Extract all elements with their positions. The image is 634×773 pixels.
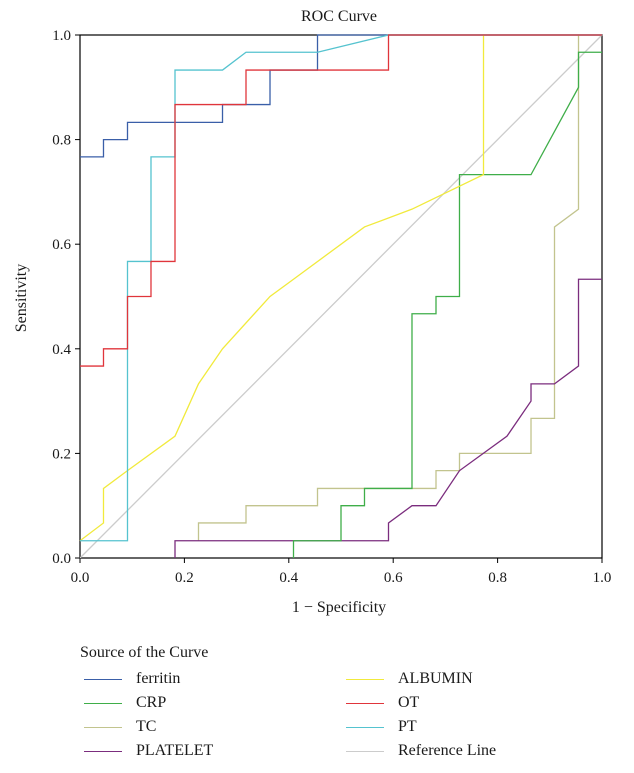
legend-label: CRP — [136, 694, 167, 711]
legend-item-platelet: PLATELET — [80, 740, 342, 762]
legend-swatch — [346, 678, 384, 680]
legend-swatch — [84, 702, 122, 704]
series-line-platelet — [174, 278, 602, 558]
legend-title: Source of the Curve — [80, 644, 209, 661]
x-tick-label: 0.4 — [279, 570, 298, 586]
series-line-albumin — [79, 35, 485, 542]
y-axis-ticks: 0.0 0.2 0.4 0.6 0.8 1.0 — [52, 28, 80, 567]
x-tick-label: 0.0 — [71, 570, 90, 586]
series-line-ferritin — [80, 34, 602, 158]
legend-label: OT — [398, 694, 420, 711]
series-line-pt — [80, 34, 602, 542]
x-tick-label: 0.6 — [384, 570, 403, 586]
legend-label: Reference Line — [398, 742, 497, 759]
series-line-crp — [292, 51, 602, 558]
legend-swatch — [84, 678, 122, 680]
legend-label: TC — [136, 718, 157, 735]
legend-swatch — [84, 726, 122, 728]
plot-area — [79, 34, 603, 559]
legend-label: ALBUMIN — [398, 670, 473, 687]
legend-swatch — [346, 726, 384, 728]
x-axis-ticks: 0.0 0.2 0.4 0.6 0.8 1.0 — [71, 558, 612, 586]
legend-swatch — [84, 750, 122, 752]
legend-item-tc: TC — [80, 716, 342, 738]
roc-chart: ROC Curve 0.0 0.2 0.4 0.6 0.8 1.0 0.00.20.40.… — [13, 8, 612, 616]
x-axis-title: 1 − Specificity — [292, 599, 386, 616]
legend: Source of the Curve ferritin ALBUMIN CRP OT… — [80, 644, 600, 762]
y-tick-label: 0.4 — [52, 342, 71, 358]
series-line-reference-line — [79, 34, 603, 559]
y-tick-label: 1.0 — [52, 28, 71, 44]
x-tick-label: 0.8 — [488, 570, 507, 586]
x-tick-label: 0.2 — [175, 570, 194, 586]
y-tick-label: 0.8 — [52, 133, 71, 149]
legend-item-reference-line: Reference Line — [342, 740, 582, 762]
legend-swatch — [346, 750, 384, 752]
legend-label: ferritin — [136, 670, 181, 687]
y-axis-title: Sensitivity — [13, 264, 30, 332]
legend-grid: ferritin ALBUMIN CRP OT TC PT PLATELET Referenc… — [80, 668, 600, 762]
y-tick-label: 0.2 — [52, 446, 71, 462]
legend-label: PT — [398, 718, 417, 735]
y-tick-label: 0.6 — [52, 237, 71, 253]
legend-item-ferritin: ferritin — [80, 668, 342, 690]
series-line-tc — [197, 35, 580, 541]
legend-item-pt: PT — [342, 716, 582, 738]
legend-item-crp: CRP — [80, 692, 342, 714]
legend-swatch — [346, 702, 384, 704]
legend-item-ot: OT — [342, 692, 582, 714]
x-tick-label: 1.0 — [593, 570, 612, 586]
legend-item-albumin: ALBUMIN — [342, 668, 582, 690]
series-line-ot — [80, 34, 602, 367]
chart-title: ROC Curve — [301, 8, 377, 25]
legend-label: PLATELET — [136, 742, 214, 759]
y-tick-label: 0.0 — [52, 551, 71, 567]
